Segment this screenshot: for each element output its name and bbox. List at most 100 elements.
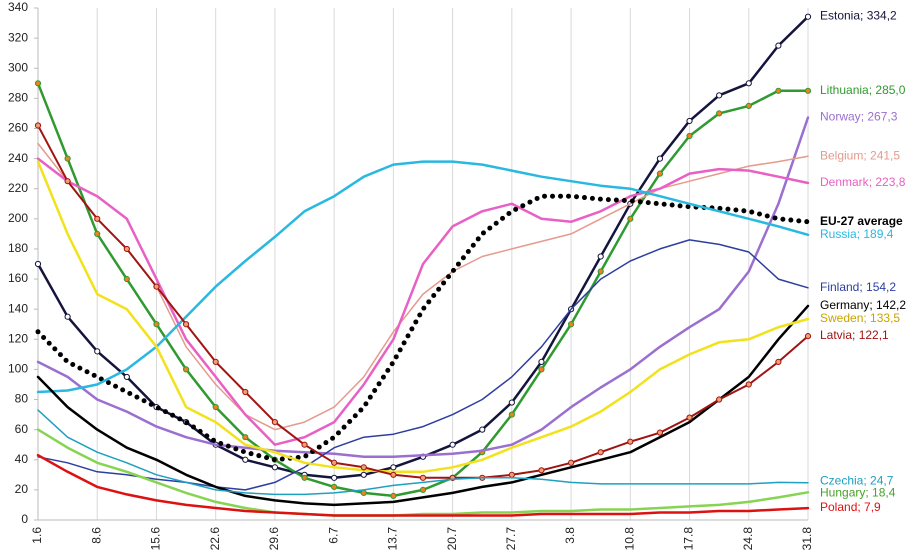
marker <box>390 464 397 471</box>
marker <box>271 464 279 471</box>
series-name: Belgium <box>820 149 863 163</box>
series-line <box>36 160 810 474</box>
series-line <box>36 428 810 517</box>
marker <box>34 260 42 268</box>
marker <box>775 358 782 365</box>
marker <box>94 230 101 237</box>
marker <box>390 471 397 478</box>
x-tick-label: 15.6 <box>149 527 163 551</box>
series-label: Lithuania; 285,0 <box>820 83 906 97</box>
x-tick-label: 31.8 <box>800 527 814 551</box>
marker <box>182 321 190 328</box>
y-tick-label: 320 <box>8 30 28 44</box>
marker <box>656 170 664 177</box>
marker <box>656 155 664 162</box>
marker <box>597 268 604 275</box>
marker <box>94 348 101 355</box>
marker <box>716 396 723 403</box>
label-separator: ; <box>869 83 876 97</box>
x-tick-label: 10.8 <box>622 527 636 551</box>
marker <box>271 419 279 426</box>
series-line <box>36 15 810 480</box>
x-tick-label: 3.8 <box>563 527 577 544</box>
x-tick-label: 17.8 <box>682 527 696 551</box>
marker <box>242 388 249 396</box>
series-name: Hungary <box>820 486 865 500</box>
marker <box>212 403 219 411</box>
marker <box>716 92 723 99</box>
series-line <box>37 239 809 491</box>
y-tick-label: 300 <box>8 60 28 74</box>
series-label: Belgium; 241,5 <box>820 149 900 163</box>
series-line <box>37 142 809 431</box>
series-line <box>36 82 810 498</box>
y-tick-label: 140 <box>8 301 28 315</box>
marker <box>745 80 752 87</box>
marker <box>538 358 545 365</box>
y-tick-label: 40 <box>15 452 29 466</box>
marker <box>123 245 130 253</box>
marker <box>656 429 664 436</box>
marker <box>627 438 634 445</box>
x-tick-label: 6.7 <box>326 527 340 544</box>
label-separator: ; <box>865 486 872 500</box>
series-name: Denmark <box>820 175 870 189</box>
y-tick-label: 200 <box>8 211 28 225</box>
marker <box>538 467 545 474</box>
label-separator: ; <box>863 311 870 325</box>
y-tick-label: 100 <box>8 362 28 376</box>
label-separator: ; <box>869 175 876 189</box>
x-tick-label: 29.6 <box>267 527 281 551</box>
series-name: EU-27 average <box>820 214 903 228</box>
label-separator: ; <box>860 9 867 23</box>
y-tick-label: 60 <box>15 422 29 436</box>
value-label: 7,9 <box>864 500 881 514</box>
y-tick-label: 260 <box>8 121 28 135</box>
series-name: Norway <box>820 110 861 124</box>
value-label: 24,7 <box>870 474 894 488</box>
x-tick-label: 20.7 <box>445 527 459 551</box>
marker <box>242 456 249 463</box>
marker <box>301 474 308 481</box>
series-label: EU-27 average <box>820 214 903 228</box>
x-tick-label: 24.8 <box>741 527 755 551</box>
series-name: Poland <box>820 500 857 514</box>
marker <box>567 459 575 466</box>
series-name: Lithuania <box>820 83 869 97</box>
series-label: Finland; 154,2 <box>820 280 896 294</box>
marker <box>567 321 575 328</box>
marker <box>686 117 693 125</box>
marker <box>597 449 604 456</box>
series-line <box>36 304 810 507</box>
value-label: 122,1 <box>859 328 889 342</box>
x-tick-label: 8.6 <box>89 527 103 544</box>
marker <box>597 253 604 260</box>
marker <box>64 155 71 162</box>
marker <box>331 483 338 490</box>
marker <box>686 414 693 421</box>
series-label: Norway; 267,3 <box>820 110 898 124</box>
value-label: 142,2 <box>876 298 906 312</box>
series-label: Latvia; 122,1 <box>820 328 889 342</box>
marker <box>34 80 42 87</box>
series-line <box>36 116 810 459</box>
y-tick-label: 0 <box>21 512 28 526</box>
y-tick-label: 340 <box>8 0 28 14</box>
value-label: 223,8 <box>875 175 905 189</box>
marker <box>775 87 782 94</box>
series-label: Denmark; 223,8 <box>820 175 906 189</box>
marker <box>242 434 249 441</box>
marker <box>479 426 486 433</box>
marker <box>182 366 190 373</box>
value-label: 189,4 <box>863 227 893 241</box>
marker <box>331 459 338 466</box>
marker <box>94 215 101 222</box>
y-tick-label: 160 <box>8 271 28 285</box>
y-tick-label: 20 <box>15 482 29 496</box>
marker <box>804 87 812 94</box>
label-separator: ; <box>869 298 876 312</box>
marker <box>64 313 71 320</box>
marker <box>508 471 515 478</box>
marker <box>331 474 338 481</box>
label-separator: ; <box>863 474 870 488</box>
